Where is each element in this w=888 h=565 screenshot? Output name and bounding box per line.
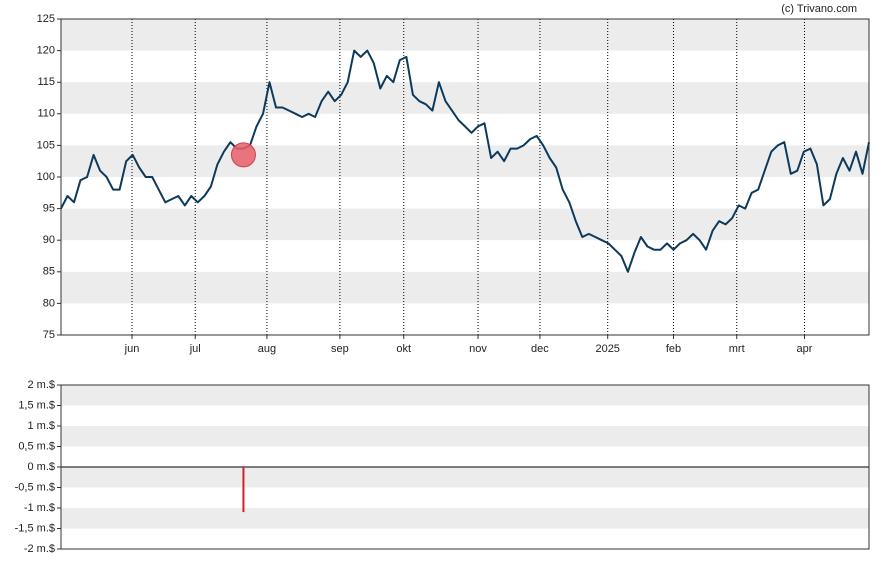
y-tick-label: 90 (43, 234, 55, 246)
x-tick-label: feb (666, 343, 681, 355)
x-tick-label: dec (531, 343, 549, 355)
plot-frame (60, 18, 870, 336)
band (61, 426, 869, 447)
y-tick-label: -2 m.$ (24, 543, 55, 555)
y-tick-label: -0,5 m.$ (15, 481, 55, 493)
x-tick-label: jun (124, 343, 140, 355)
y-tick-label: 95 (43, 203, 55, 215)
band (61, 467, 869, 488)
plot-frame (60, 384, 870, 550)
x-tick-label: aug (258, 343, 276, 355)
y-tick-label: 110 (37, 108, 55, 120)
y-tick-label: 105 (37, 139, 55, 151)
price-line (60, 49, 870, 273)
band (61, 19, 869, 51)
x-tick-label: 2025 (595, 343, 619, 355)
y-tick-label: 85 (43, 266, 55, 278)
y-tick-label: 0,5 m.$ (18, 440, 55, 452)
x-tick-label: mrt (729, 343, 745, 355)
y-tick-label: 1 m.$ (27, 420, 55, 432)
band (61, 145, 869, 177)
band (61, 508, 869, 529)
x-tick-label: nov (469, 343, 487, 355)
y-tick-label: 2 m.$ (27, 379, 55, 391)
band (61, 271, 869, 304)
band (61, 385, 869, 406)
x-tick-label: okt (396, 343, 411, 355)
band (61, 208, 869, 241)
y-tick-label: -1,5 m.$ (15, 522, 55, 534)
y-tick-label: 75 (43, 329, 55, 341)
y-tick-label: 80 (43, 297, 55, 309)
x-tick-label: jul (189, 343, 201, 355)
y-tick-label: 125 (37, 13, 55, 25)
x-tick-label: sep (331, 343, 349, 355)
y-tick-label: 100 (37, 171, 55, 183)
credit: (c) Trivano.com (781, 3, 857, 15)
y-tick-label: 115 (37, 76, 55, 88)
band (61, 82, 869, 114)
event-marker (230, 142, 256, 168)
y-tick-label: 0 m.$ (27, 461, 55, 473)
y-tick-label: 120 (37, 45, 55, 57)
bar (242, 467, 245, 513)
y-tick-label: 1,5 m.$ (18, 399, 55, 411)
y-tick-label: -1 m.$ (24, 502, 55, 514)
x-tick-label: apr (797, 343, 813, 355)
